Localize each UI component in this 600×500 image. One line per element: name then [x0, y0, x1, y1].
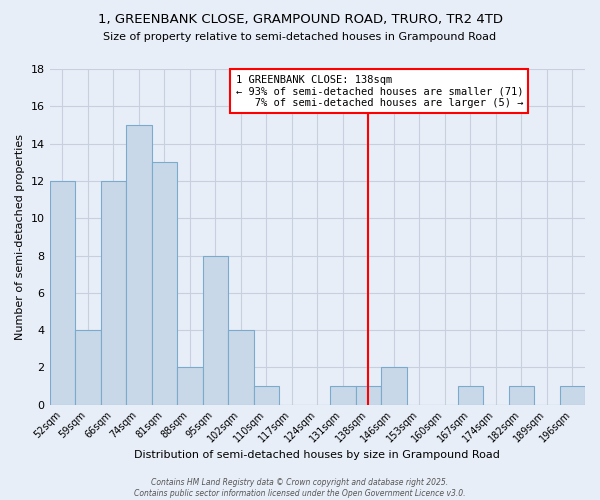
Bar: [356, 386, 381, 405]
Text: Size of property relative to semi-detached houses in Grampound Road: Size of property relative to semi-detach…: [103, 32, 497, 42]
Bar: [177, 368, 203, 405]
Text: Contains HM Land Registry data © Crown copyright and database right 2025.
Contai: Contains HM Land Registry data © Crown c…: [134, 478, 466, 498]
Bar: [50, 181, 75, 405]
Bar: [203, 256, 228, 405]
Bar: [101, 181, 126, 405]
Bar: [560, 386, 585, 405]
Bar: [75, 330, 101, 405]
X-axis label: Distribution of semi-detached houses by size in Grampound Road: Distribution of semi-detached houses by …: [134, 450, 500, 460]
Bar: [126, 125, 152, 405]
Bar: [330, 386, 356, 405]
Bar: [228, 330, 254, 405]
Bar: [254, 386, 279, 405]
Bar: [458, 386, 483, 405]
Bar: [381, 368, 407, 405]
Bar: [509, 386, 534, 405]
Bar: [152, 162, 177, 405]
Text: 1 GREENBANK CLOSE: 138sqm
← 93% of semi-detached houses are smaller (71)
   7% o: 1 GREENBANK CLOSE: 138sqm ← 93% of semi-…: [236, 74, 523, 108]
Y-axis label: Number of semi-detached properties: Number of semi-detached properties: [15, 134, 25, 340]
Text: 1, GREENBANK CLOSE, GRAMPOUND ROAD, TRURO, TR2 4TD: 1, GREENBANK CLOSE, GRAMPOUND ROAD, TRUR…: [97, 12, 503, 26]
